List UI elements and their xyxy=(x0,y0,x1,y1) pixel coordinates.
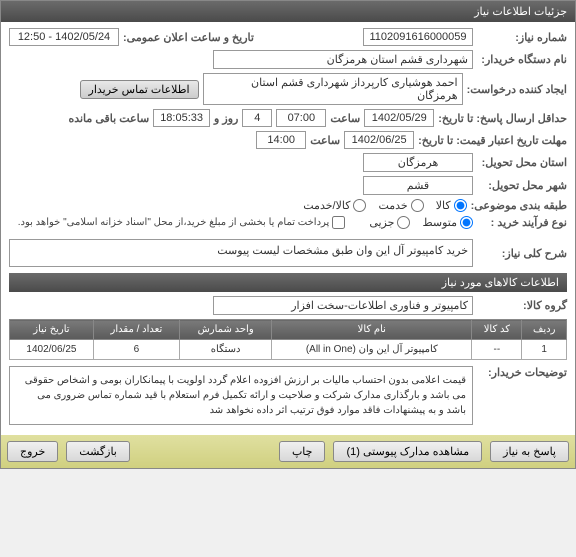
items-table: ردیفکد کالانام کالاواحد شمارشتعداد / مقد… xyxy=(9,319,567,360)
process-label: نوع فرآیند خرید : xyxy=(477,216,567,229)
footer-bar: پاسخ به نیاز مشاهده مدارک پیوستی (1) چاپ… xyxy=(1,435,575,468)
hour-label-2: ساعت xyxy=(310,134,340,147)
radio-metvaset-label: متوسط xyxy=(422,216,457,229)
radio-jozei[interactable]: جزیی xyxy=(369,216,410,229)
hour-label-1: ساعت xyxy=(330,112,360,125)
desc-value: خرید کامپیوتر آل این وان طبق مشخصات لیست… xyxy=(9,239,473,267)
buyer-notes-value: قیمت اعلامی بدون احتساب مالیات بر ارزش ا… xyxy=(9,366,473,425)
province-label: استان محل تحویل: xyxy=(477,156,567,169)
exit-button[interactable]: خروج xyxy=(7,441,58,462)
radio-metvaset[interactable]: متوسط xyxy=(422,216,473,229)
table-header: ردیف xyxy=(522,320,567,340)
payment-note-text: پرداخت تمام یا بخشی از مبلغ خرید،از محل … xyxy=(18,217,330,228)
category-label: طبقه بندی موضوعی: xyxy=(471,199,567,212)
remaining-suffix: ساعت باقی مانده xyxy=(68,112,149,125)
process-radio-group: متوسط جزیی xyxy=(369,216,473,229)
city-label: شهر محل تحویل: xyxy=(477,179,567,192)
print-button[interactable]: چاپ xyxy=(279,441,326,462)
table-header: واحد شمارش xyxy=(179,320,271,340)
content-area: شماره نیاز: 1102091616000059 تاریخ و ساع… xyxy=(1,22,575,435)
table-row: 1--کامپیوتر آل این وان (All in One)دستگا… xyxy=(10,340,567,360)
deadline-hour: 07:00 xyxy=(276,109,326,127)
validity-label: مهلت تاریخ اعتبار قیمت: تا تاریخ: xyxy=(418,134,567,147)
table-header: نام کالا xyxy=(272,320,472,340)
items-section-header: اطلاعات کالاهای مورد نیاز xyxy=(9,273,567,292)
contact-info-button[interactable]: اطلاعات تماس خریدار xyxy=(80,80,199,99)
table-cell: دستگاه xyxy=(179,340,271,360)
buyer-org-label: نام دستگاه خریدار: xyxy=(477,53,567,66)
city-value: قشم xyxy=(363,176,473,195)
announce-datetime-value: 1402/05/24 - 12:50 xyxy=(9,28,119,46)
window: جزئیات اطلاعات نیاز شماره نیاز: 11020916… xyxy=(0,0,576,469)
announce-datetime-label: تاریخ و ساعت اعلان عمومی: xyxy=(123,31,254,44)
table-header: تعداد / مقدار xyxy=(93,320,179,340)
group-value: کامپیوتر و فناوری اطلاعات-سخت افزار xyxy=(213,296,473,315)
table-header: تاریخ نیاز xyxy=(10,320,94,340)
titlebar: جزئیات اطلاعات نیاز xyxy=(1,1,575,22)
back-button[interactable]: بازگشت xyxy=(66,441,130,462)
table-cell: 1402/06/25 xyxy=(10,340,94,360)
radio-khadamat[interactable]: خدمت xyxy=(378,199,423,212)
radio-khadamat-label: خدمت xyxy=(378,199,407,212)
validity-date: 1402/06/25 xyxy=(344,131,414,149)
radio-kala-label: کالا xyxy=(436,199,451,212)
table-header: کد کالا xyxy=(472,320,522,340)
buyer-notes-label: توضیحات خریدار: xyxy=(477,366,567,379)
radio-jozei-label: جزیی xyxy=(369,216,394,229)
validity-hour: 14:00 xyxy=(256,131,306,149)
table-cell: 6 xyxy=(93,340,179,360)
creator-value: احمد هوشیاری کارپرداز شهرداری قشم استان … xyxy=(203,73,463,105)
table-cell: 1 xyxy=(522,340,567,360)
radio-kala[interactable]: کالا xyxy=(436,199,467,212)
radio-both[interactable]: کالا/خدمت xyxy=(303,199,366,212)
desc-label: شرح کلی نیاز: xyxy=(477,247,567,260)
deadline-label: حداقل ارسال پاسخ: تا تاریخ: xyxy=(438,112,567,125)
remaining-days: 4 xyxy=(242,109,272,127)
niaz-number-value: 1102091616000059 xyxy=(363,28,473,46)
category-radio-group: کالا خدمت کالا/خدمت xyxy=(303,199,466,212)
deadline-date: 1402/05/29 xyxy=(364,109,434,127)
table-cell: -- xyxy=(472,340,522,360)
respond-button[interactable]: پاسخ به نیاز xyxy=(490,441,569,462)
radio-both-label: کالا/خدمت xyxy=(303,199,350,212)
table-cell: کامپیوتر آل این وان (All in One) xyxy=(272,340,472,360)
payment-checkbox[interactable]: پرداخت تمام یا بخشی از مبلغ خرید،از محل … xyxy=(18,216,346,229)
buyer-org-value: شهرداری قشم استان هرمزگان xyxy=(213,50,473,69)
niaz-number-label: شماره نیاز: xyxy=(477,31,567,44)
creator-label: ایجاد کننده درخواست: xyxy=(467,83,567,96)
day-label: روز و xyxy=(214,112,238,125)
group-label: گروه کالا: xyxy=(477,299,567,312)
attachments-button[interactable]: مشاهده مدارک پیوستی (1) xyxy=(333,441,482,462)
remaining-time: 18:05:33 xyxy=(153,109,210,127)
province-value: هرمزگان xyxy=(363,153,473,172)
